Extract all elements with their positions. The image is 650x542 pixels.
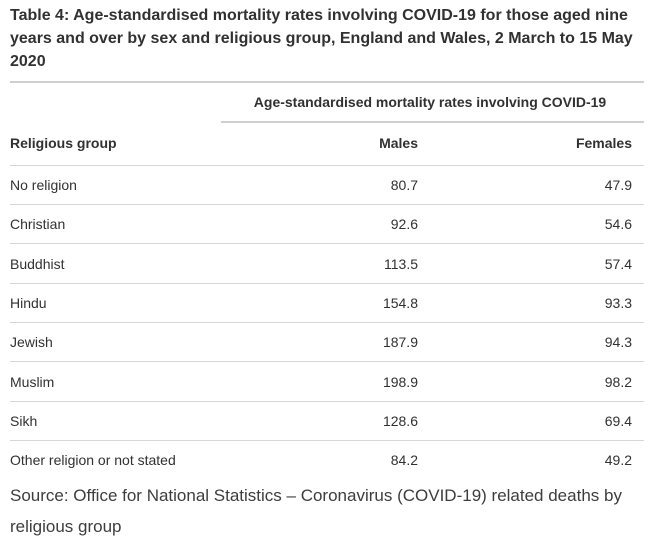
header-females: Females xyxy=(575,135,632,151)
females-rate-cell: 57.4 xyxy=(604,256,632,272)
table-title: Table 4: Age-standardised mortality rate… xyxy=(10,7,633,70)
column-group-header: Age-standardised mortality rates involvi… xyxy=(253,94,607,110)
religious-group-cell: Sikh xyxy=(10,413,38,429)
females-rate-cell: 47.9 xyxy=(604,177,632,193)
females-rate-cell: 93.3 xyxy=(604,295,632,311)
header-religious-group: Religious group xyxy=(10,135,117,151)
column-group-rule xyxy=(221,121,644,123)
row-divider xyxy=(10,283,644,284)
header-bottom-rule xyxy=(10,165,644,166)
row-divider xyxy=(10,361,644,362)
religious-group-cell: Hindu xyxy=(10,295,47,311)
females-rate-cell: 98.2 xyxy=(604,374,632,390)
females-rate-cell: 69.4 xyxy=(604,413,632,429)
females-rate-cell: 54.6 xyxy=(604,216,632,232)
row-divider xyxy=(10,401,644,402)
row-divider xyxy=(10,243,644,244)
males-rate-cell: 80.7 xyxy=(390,177,418,193)
males-rate-cell: 187.9 xyxy=(382,334,418,350)
males-rate-cell: 128.6 xyxy=(382,413,418,429)
row-divider xyxy=(10,322,644,323)
females-rate-cell: 94.3 xyxy=(604,334,632,350)
males-rate-cell: 113.5 xyxy=(384,256,418,272)
religious-group-cell: Other religion or not stated xyxy=(10,452,176,468)
religious-group-cell: Christian xyxy=(10,216,66,232)
females-rate-cell: 49.2 xyxy=(604,452,632,468)
header-males: Males xyxy=(379,135,418,151)
males-rate-cell: 84.2 xyxy=(390,452,418,468)
religious-group-cell: No religion xyxy=(10,177,77,193)
religious-group-cell: Buddhist xyxy=(10,256,65,272)
source-note: Source: Office for National Statistics –… xyxy=(10,486,622,536)
males-rate-cell: 198.9 xyxy=(382,374,418,390)
table-top-rule xyxy=(10,81,644,83)
males-rate-cell: 92.6 xyxy=(390,216,418,232)
row-divider xyxy=(10,204,644,205)
row-divider xyxy=(10,440,644,441)
religious-group-cell: Jewish xyxy=(10,334,53,350)
religious-group-cell: Muslim xyxy=(10,374,55,390)
males-rate-cell: 154.8 xyxy=(382,295,418,311)
